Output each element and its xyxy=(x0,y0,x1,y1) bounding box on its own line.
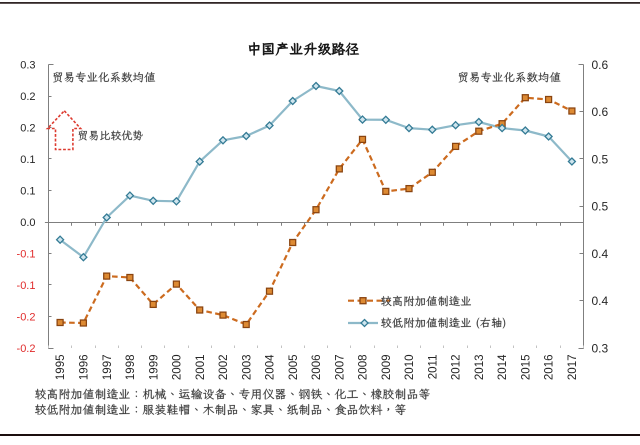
svg-text:0.4: 0.4 xyxy=(592,294,609,308)
svg-text:0.3: 0.3 xyxy=(592,341,609,355)
svg-text:0.6: 0.6 xyxy=(592,105,609,119)
svg-text:0.0: 0.0 xyxy=(20,217,35,229)
svg-text:0.2: 0.2 xyxy=(20,91,35,103)
svg-text:0.2: 0.2 xyxy=(20,123,35,135)
svg-text:0.1: 0.1 xyxy=(20,186,35,198)
svg-text:2017: 2017 xyxy=(567,355,579,381)
svg-text:1996: 1996 xyxy=(79,355,91,381)
svg-text:2005: 2005 xyxy=(288,355,300,381)
svg-text:2002: 2002 xyxy=(218,355,230,381)
svg-text:0.1: 0.1 xyxy=(20,154,35,166)
svg-text:2001: 2001 xyxy=(195,355,207,381)
svg-text:2009: 2009 xyxy=(381,355,393,381)
svg-text:0.5: 0.5 xyxy=(592,152,609,166)
svg-text:0.4: 0.4 xyxy=(592,247,609,261)
svg-text:2012: 2012 xyxy=(451,355,463,381)
svg-text:0.3: 0.3 xyxy=(20,60,35,72)
svg-text:1998: 1998 xyxy=(125,355,137,381)
svg-text:-0.2: -0.2 xyxy=(17,343,36,355)
svg-text:-0.1: -0.1 xyxy=(17,280,36,292)
svg-text:2010: 2010 xyxy=(404,355,416,381)
svg-text:1995: 1995 xyxy=(55,355,67,381)
svg-text:0.6: 0.6 xyxy=(592,58,609,72)
svg-text:1997: 1997 xyxy=(102,355,114,381)
svg-text:2014: 2014 xyxy=(497,354,509,380)
svg-text:2007: 2007 xyxy=(334,355,346,381)
svg-text:0.5: 0.5 xyxy=(592,200,609,214)
svg-text:2015: 2015 xyxy=(520,355,532,381)
svg-text:2016: 2016 xyxy=(544,355,556,381)
svg-text:2000: 2000 xyxy=(172,355,184,381)
svg-text:2006: 2006 xyxy=(311,355,323,381)
svg-text:1999: 1999 xyxy=(148,355,160,381)
svg-text:2008: 2008 xyxy=(358,355,370,381)
svg-text:2011: 2011 xyxy=(427,355,439,380)
svg-text:2013: 2013 xyxy=(474,355,486,381)
svg-text:2004: 2004 xyxy=(265,354,277,380)
svg-text:-0.2: -0.2 xyxy=(17,312,36,324)
svg-text:2003: 2003 xyxy=(241,355,253,381)
svg-text:-0.1: -0.1 xyxy=(17,249,36,261)
